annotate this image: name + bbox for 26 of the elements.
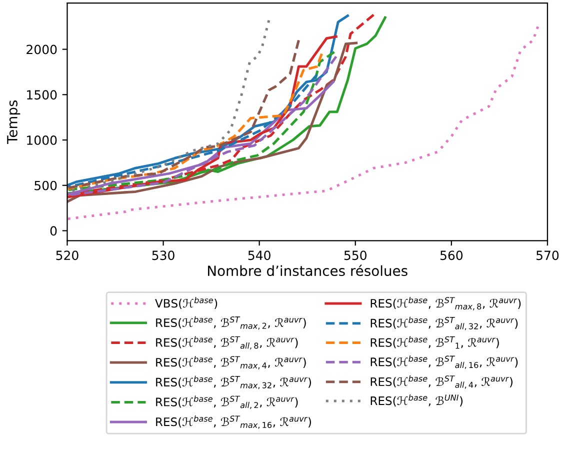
legend-label: RES(ℋ$^{base}$, ℬ$^{ST}$$_{all,16}$, ℛ$^{auvr}$) bbox=[370, 356, 518, 369]
x-tick-label: 540 bbox=[248, 250, 270, 260]
y-tick-label: 0 bbox=[50, 226, 57, 236]
legend-label: RES(ℋ$^{base}$, ℬ$^{ST}$$_{all,32}$, ℛ$^{auvr}$) bbox=[370, 316, 518, 330]
x-tick-label: 570 bbox=[536, 250, 559, 260]
legend-label: RES(ℋ$^{base}$, ℬ$^{UNI}$) bbox=[370, 394, 463, 406]
legend-label: RES(ℋ$^{base}$, ℬ$^{ST}$$_{all,2}$, ℛ$^{auvr}$) bbox=[156, 396, 298, 409]
y-tick-label: 1500 bbox=[27, 90, 57, 100]
y-tick-label: 500 bbox=[34, 180, 57, 190]
legend-label: RES(ℋ$^{base}$, ℬ$^{ST}$$_{1}$, ℛ$^{auvr}$) bbox=[370, 336, 499, 349]
legend-label: RES(ℋ$^{base}$, ℬ$^{ST}$$_{max,8}$, ℛ$^{auvr}$) bbox=[370, 296, 521, 310]
legend-label: RES(ℋ$^{base}$, ℬ$^{ST}$$_{all,8}$, ℛ$^{auvr}$) bbox=[156, 336, 298, 350]
x-tick-label: 550 bbox=[344, 250, 366, 260]
x-tick-label: 560 bbox=[440, 250, 463, 260]
y-tick-label: 2000 bbox=[26, 44, 57, 54]
x-axis-title: Nombre d’instances résolues bbox=[208, 264, 408, 276]
legend-label: VBS(ℋ$^{base}$) bbox=[155, 296, 218, 310]
y-axis-title: Temps bbox=[7, 100, 20, 144]
legend-label: RES(ℋ$^{base}$, ℬ$^{ST}$$_{max,2}$, ℛ$^{auvr}$) bbox=[156, 316, 306, 330]
x-tick-label: 520 bbox=[56, 250, 78, 260]
legend-label: RES(ℋ$^{base}$, ℬ$^{ST}$$_{max,16}$, ℛ$^{auvr}$) bbox=[156, 415, 312, 429]
legend-label: RES(ℋ$^{base}$, ℬ$^{ST}$$_{max,32}$, ℛ$^{auvr}$) bbox=[156, 376, 312, 390]
legend-label: RES(ℋ$^{base}$, ℬ$^{ST}$$_{all,4}$, ℛ$^{auvr}$) bbox=[370, 375, 512, 389]
y-tick-label: 1000 bbox=[27, 135, 57, 145]
x-tick-label: 530 bbox=[152, 250, 174, 260]
legend-label: RES(ℋ$^{base}$, ℬ$^{ST}$$_{max,4}$, ℛ$^{auvr}$) bbox=[156, 356, 306, 370]
